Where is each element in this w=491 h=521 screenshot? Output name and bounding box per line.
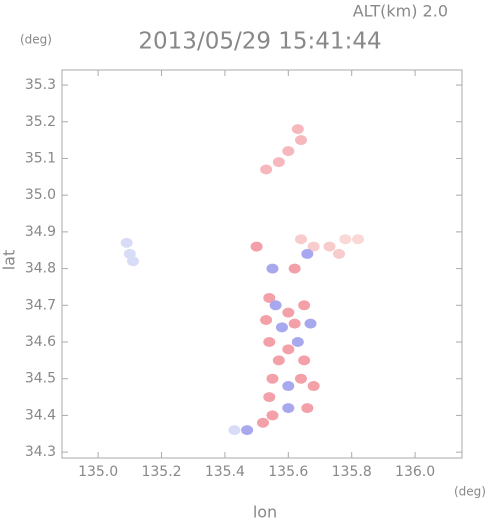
y-tick-label: 35.0 [25, 187, 56, 203]
y-unit: (deg) [20, 33, 52, 47]
echo [282, 307, 295, 318]
echo [282, 344, 295, 355]
echo [298, 355, 311, 366]
y-tick-label: 34.7 [25, 297, 56, 313]
echo [120, 237, 133, 248]
x-axis-label: lon [253, 503, 277, 521]
echo [301, 248, 314, 259]
echo [263, 292, 276, 303]
echo [304, 318, 317, 329]
echo [260, 164, 273, 175]
echo [256, 417, 269, 428]
echo [301, 403, 314, 414]
echo [333, 248, 346, 259]
y-tick-label: 35.3 [25, 77, 56, 93]
x-tick-label: 135.6 [268, 464, 308, 480]
echo [307, 241, 320, 252]
echo [307, 381, 320, 392]
echo [272, 157, 285, 168]
echo [260, 314, 273, 325]
echo [263, 392, 276, 403]
subtitle: ALT(km) 2.0 [353, 2, 448, 21]
x-tick-label: 135.0 [78, 464, 118, 480]
echo [126, 256, 139, 267]
echo [228, 425, 241, 436]
echo [275, 322, 288, 333]
y-tick-label: 34.6 [25, 334, 56, 350]
echo [266, 263, 279, 274]
x-tick-label: 135.2 [141, 464, 181, 480]
echo [298, 300, 311, 311]
echo [241, 425, 254, 436]
echo [282, 381, 295, 392]
echo [294, 234, 307, 245]
echo [291, 124, 304, 135]
plot-frame [61, 69, 463, 459]
echo [288, 263, 301, 274]
x-tick-label: 136.0 [395, 464, 435, 480]
echo [288, 318, 301, 329]
y-axis-label: lat [0, 250, 19, 271]
echo [323, 241, 336, 252]
echo [263, 337, 276, 348]
echo [282, 146, 295, 157]
y-tick-label: 35.2 [25, 114, 56, 130]
echo [250, 241, 263, 252]
x-tick-label: 135.8 [332, 464, 372, 480]
y-tick-label: 35.1 [25, 150, 56, 166]
echo [272, 355, 285, 366]
echo [282, 403, 295, 414]
echo [339, 234, 352, 245]
y-tick-label: 34.3 [25, 444, 56, 460]
y-tick-label: 34.9 [25, 224, 56, 240]
x-unit: (deg) [454, 485, 486, 499]
echo [269, 300, 282, 311]
y-tick-label: 34.5 [25, 371, 56, 387]
echo [294, 135, 307, 146]
echo [294, 373, 307, 384]
y-tick-label: 34.8 [25, 261, 56, 277]
echo [291, 337, 304, 348]
x-tick-label: 135.4 [205, 464, 245, 480]
echo [266, 410, 279, 421]
y-tick-label: 34.4 [25, 407, 56, 423]
echo [352, 234, 365, 245]
echo [266, 373, 279, 384]
chart-title: 2013/05/29 15:41:44 [138, 29, 381, 55]
